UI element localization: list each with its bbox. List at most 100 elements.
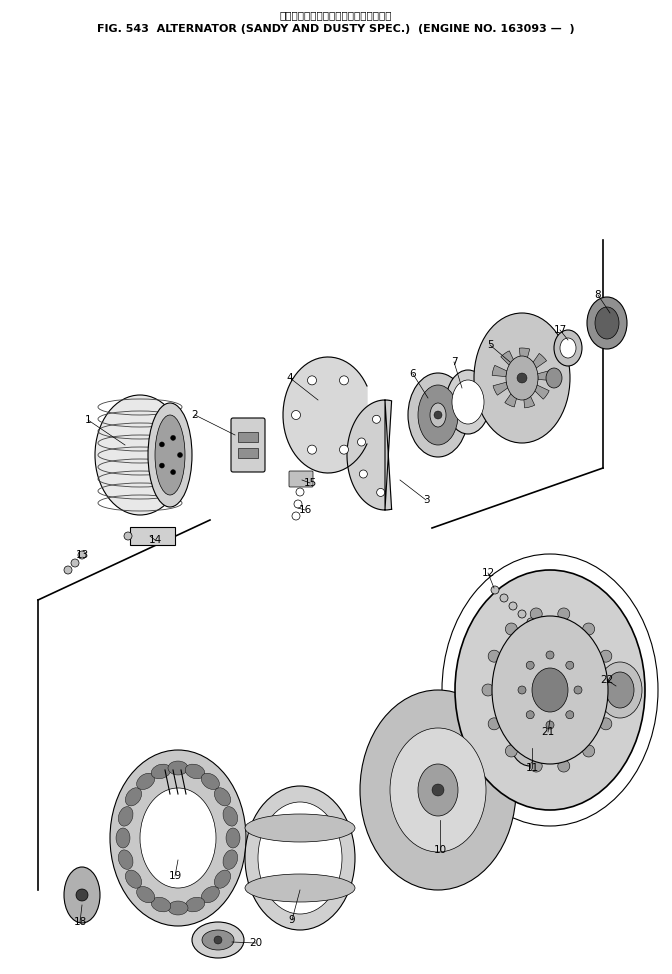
Polygon shape [283,357,367,473]
Circle shape [64,566,72,574]
Wedge shape [493,382,509,395]
FancyBboxPatch shape [289,471,313,487]
Text: 10: 10 [433,845,447,855]
Circle shape [159,442,165,447]
Circle shape [606,684,618,696]
Ellipse shape [192,922,244,958]
Ellipse shape [136,773,155,790]
Ellipse shape [202,930,234,950]
Circle shape [527,618,535,626]
Ellipse shape [148,403,192,507]
Ellipse shape [532,668,568,712]
Ellipse shape [245,874,355,902]
Ellipse shape [452,380,484,424]
Circle shape [177,453,183,458]
Circle shape [377,488,384,497]
Circle shape [71,559,79,567]
Wedge shape [397,798,412,811]
Ellipse shape [64,867,100,923]
Circle shape [78,551,86,559]
Circle shape [372,415,380,424]
Ellipse shape [136,886,155,903]
Circle shape [526,711,534,719]
Ellipse shape [185,897,205,912]
Wedge shape [464,798,478,811]
Text: 3: 3 [423,495,429,505]
Circle shape [339,376,349,385]
Text: 11: 11 [526,763,539,773]
Ellipse shape [214,870,230,888]
Bar [130,527,175,545]
Text: 9: 9 [289,915,295,925]
Ellipse shape [126,788,142,805]
Ellipse shape [118,850,133,870]
Circle shape [432,784,444,796]
Wedge shape [432,820,444,832]
Circle shape [574,686,582,694]
Ellipse shape [455,570,645,810]
Ellipse shape [226,828,240,848]
Ellipse shape [140,788,216,888]
Text: 20: 20 [249,938,263,948]
Ellipse shape [155,415,185,495]
Circle shape [526,661,534,669]
Circle shape [491,586,499,594]
Wedge shape [464,768,478,782]
Wedge shape [417,816,431,831]
Wedge shape [417,749,431,765]
Ellipse shape [126,870,142,888]
Circle shape [583,745,595,757]
Text: 2: 2 [192,410,198,420]
Circle shape [600,651,612,662]
Circle shape [600,718,612,730]
Text: 18: 18 [73,917,87,927]
Text: 21: 21 [542,727,554,737]
Text: 16: 16 [298,505,312,515]
Wedge shape [397,768,412,782]
Circle shape [360,470,368,478]
Circle shape [566,661,574,669]
Polygon shape [347,400,392,510]
Wedge shape [531,354,546,369]
Ellipse shape [95,395,185,515]
Circle shape [358,438,366,446]
FancyBboxPatch shape [231,418,265,472]
Ellipse shape [446,370,490,434]
Circle shape [488,651,500,662]
Wedge shape [468,784,480,796]
Ellipse shape [506,356,538,400]
Wedge shape [446,749,460,765]
Ellipse shape [360,690,516,890]
Text: 6: 6 [410,369,417,379]
Wedge shape [405,757,420,772]
Ellipse shape [245,814,355,842]
Circle shape [308,445,317,454]
Wedge shape [519,348,530,362]
Wedge shape [534,385,549,399]
Ellipse shape [116,828,130,848]
Text: FIG. 543  ALTERNATOR (SANDY AND DUSTY SPEC.)  (ENGINE NO. 163093 —  ): FIG. 543 ALTERNATOR (SANDY AND DUSTY SPE… [97,24,575,34]
Ellipse shape [546,368,562,388]
Circle shape [434,411,442,419]
Circle shape [214,936,222,944]
Ellipse shape [245,786,355,930]
Text: 5: 5 [487,340,493,350]
Circle shape [292,410,300,420]
Circle shape [505,745,517,757]
Ellipse shape [223,806,238,826]
Bar [238,448,258,458]
Circle shape [558,608,570,620]
Ellipse shape [408,373,468,457]
Wedge shape [501,351,515,366]
Circle shape [505,623,517,635]
Ellipse shape [201,886,219,903]
Ellipse shape [201,773,219,790]
Circle shape [518,686,526,694]
Text: オルタネータ　砂塵地仕様　　適用号機: オルタネータ 砂塵地仕様 適用号機 [280,10,392,20]
Text: 15: 15 [303,478,317,488]
Ellipse shape [168,761,188,775]
Circle shape [546,651,554,659]
Circle shape [159,463,165,468]
Text: 13: 13 [75,550,89,560]
Text: 14: 14 [149,535,162,545]
